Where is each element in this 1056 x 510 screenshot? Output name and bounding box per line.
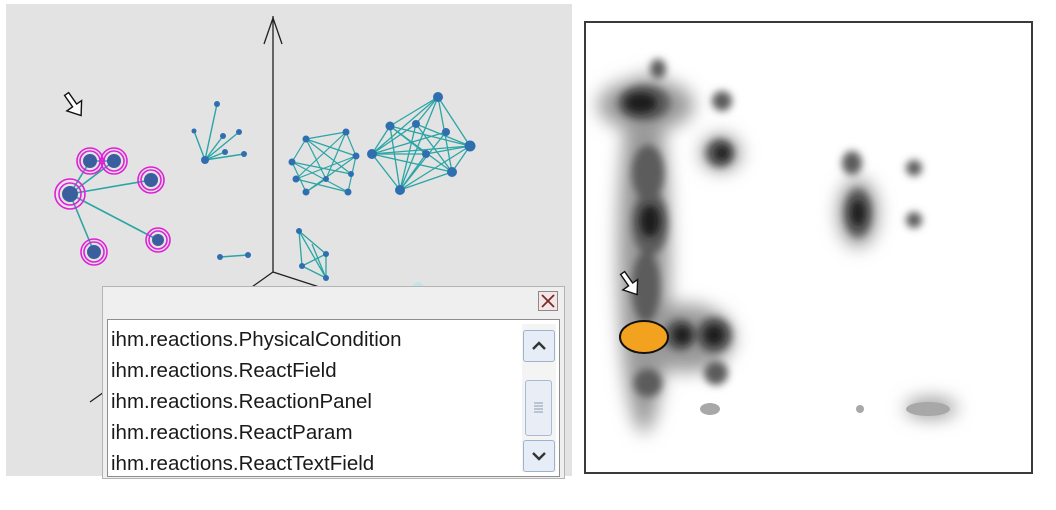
hand-pointer-icon bbox=[619, 270, 639, 296]
mesh-cluster-mid[interactable] bbox=[288, 128, 360, 196]
density-core bbox=[625, 93, 865, 345]
density-map-canvas[interactable] bbox=[586, 23, 1031, 472]
list-item[interactable]: ihm.reactions.ReactionPanel bbox=[111, 390, 372, 413]
list-item[interactable]: ihm.reactions.ReactTextField bbox=[111, 452, 375, 475]
list-item[interactable]: ihm.reactions.ReactParam bbox=[111, 421, 353, 444]
chevron-up-icon bbox=[532, 341, 546, 350]
list-item[interactable]: ihm.reactions.PhysicalCondition bbox=[111, 328, 402, 351]
mesh-cluster-large[interactable] bbox=[367, 92, 476, 195]
grip-lines-icon bbox=[534, 402, 543, 413]
scroll-up-button[interactable] bbox=[523, 330, 555, 362]
scroll-thumb[interactable] bbox=[525, 380, 552, 436]
density-speck bbox=[700, 402, 950, 416]
y-axis-arrow bbox=[263, 16, 283, 45]
hand-pointer-icon bbox=[63, 91, 83, 117]
star-cluster[interactable] bbox=[191, 101, 248, 164]
vertical-scrollbar[interactable] bbox=[522, 324, 556, 472]
highlighted-region[interactable] bbox=[619, 320, 669, 354]
scroll-down-button[interactable] bbox=[523, 440, 555, 472]
class-listbox[interactable]: ihm.reactions.PhysicalCondition ihm.reac… bbox=[107, 319, 560, 477]
mesh-cluster-small[interactable] bbox=[296, 228, 329, 281]
list-item[interactable]: ihm.reactions.ReactField bbox=[111, 359, 337, 382]
close-button[interactable] bbox=[538, 291, 558, 311]
close-x-icon bbox=[541, 294, 555, 308]
selected-cluster[interactable] bbox=[54, 147, 171, 266]
chevron-down-icon bbox=[532, 452, 546, 461]
density-map-panel[interactable] bbox=[584, 21, 1033, 474]
node-pair[interactable] bbox=[217, 252, 251, 260]
class-list-popup[interactable]: ihm.reactions.PhysicalCondition ihm.reac… bbox=[102, 286, 565, 479]
class-list-items: ihm.reactions.PhysicalCondition ihm.reac… bbox=[111, 325, 519, 476]
graph-view-panel[interactable]: ihm.reactions.PhysicalCondition ihm.reac… bbox=[6, 4, 572, 479]
